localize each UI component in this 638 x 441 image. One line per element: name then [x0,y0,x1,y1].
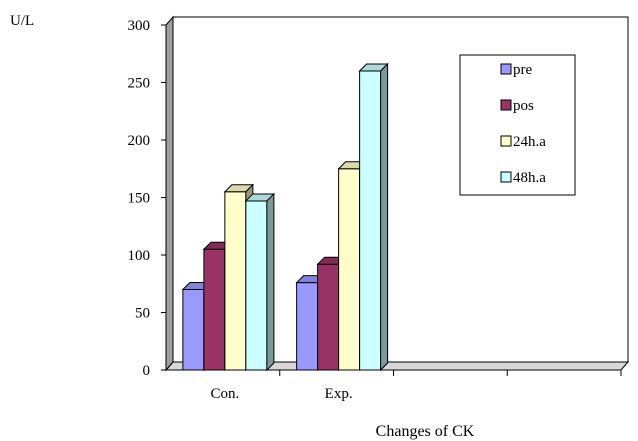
bar-front [224,191,247,371]
y-tick-label: 50 [135,306,150,322]
bar-front [182,289,205,371]
legend-swatch [500,99,512,111]
y-tick-label: 200 [128,133,151,149]
legend-label: pre [513,62,532,78]
legend-swatch [500,63,512,75]
y-tick-label: 250 [128,76,151,92]
bar-front [296,282,319,371]
x-axis-label: Changes of CK [376,423,475,440]
legend-label: pos [513,98,534,114]
bar [244,192,276,372]
bar-side [380,62,389,372]
legend-label: 48h.a [513,170,546,186]
bar-front [338,168,361,371]
plot-side-wall [165,15,174,372]
legend-label: 24h.a [513,134,546,150]
bar-side [266,192,275,372]
legend-swatch [500,135,512,147]
bar-front [359,70,382,371]
bar-front [245,200,268,371]
y-tick-label: 0 [143,363,151,379]
bar [358,62,389,372]
legend-box [459,54,576,196]
y-tick-label: 300 [128,18,151,34]
bar-front [317,263,340,371]
legend: pre pos 24h.a 48h.a [459,54,576,196]
bars [181,62,389,372]
x-ticks: Con. Exp. [210,370,622,402]
y-ticks: 0 50 100 150 200 250 300 [128,18,166,379]
x-tick-label: Exp. [325,386,353,402]
bar-front [203,248,226,371]
legend-swatch [500,171,512,183]
y-tick-label: 150 [128,191,151,207]
y-tick-label: 100 [128,248,151,264]
y-axis-label: U/L [10,13,34,29]
x-tick-label: Con. [210,386,239,402]
